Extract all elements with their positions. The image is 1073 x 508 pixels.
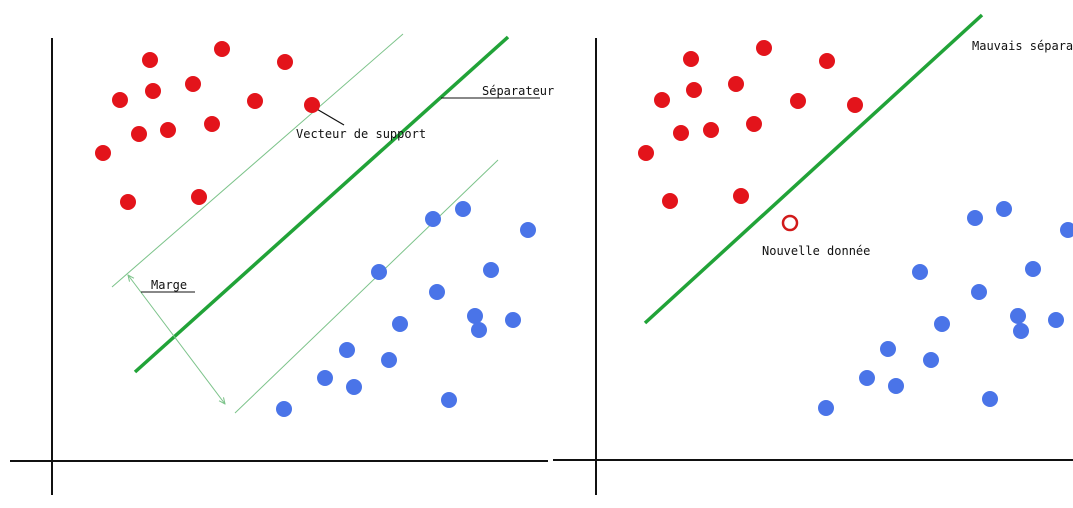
margin-label: Marge bbox=[151, 278, 187, 292]
blue-point bbox=[971, 284, 987, 300]
red-point bbox=[95, 145, 111, 161]
left-panel: Séparateur Vecteur de support Marge bbox=[10, 33, 554, 495]
red-point bbox=[277, 54, 293, 70]
blue-point bbox=[888, 378, 904, 394]
red-point bbox=[214, 41, 230, 57]
blue-point bbox=[934, 316, 950, 332]
red-point bbox=[654, 92, 670, 108]
red-point bbox=[703, 122, 719, 138]
bad-separator-label: Mauvais séparateur bbox=[972, 39, 1073, 53]
red-point bbox=[131, 126, 147, 142]
red-point bbox=[756, 40, 772, 56]
blue-point bbox=[455, 201, 471, 217]
blue-point bbox=[429, 284, 445, 300]
blue-point bbox=[1013, 323, 1029, 339]
support-vector-label: Vecteur de support bbox=[296, 127, 426, 141]
upper-margin-line bbox=[111, 33, 404, 288]
bad-separator-line bbox=[643, 13, 984, 325]
blue-point bbox=[1025, 261, 1041, 277]
blue-point bbox=[425, 211, 441, 227]
blue-point bbox=[505, 312, 521, 328]
blue-point bbox=[471, 322, 487, 338]
separator-label: Séparateur bbox=[482, 84, 554, 98]
red-point-support-vector bbox=[304, 97, 320, 113]
right-panel: Mauvais séparateur Nouvelle donnée bbox=[553, 13, 1073, 495]
blue-point bbox=[1060, 222, 1073, 238]
red-point bbox=[142, 52, 158, 68]
red-point bbox=[160, 122, 176, 138]
red-point bbox=[191, 189, 207, 205]
red-point bbox=[746, 116, 762, 132]
red-point bbox=[662, 193, 678, 209]
blue-point bbox=[967, 210, 983, 226]
red-point bbox=[686, 82, 702, 98]
red-point bbox=[847, 97, 863, 113]
red-point bbox=[683, 51, 699, 67]
red-point bbox=[204, 116, 220, 132]
red-point bbox=[819, 53, 835, 69]
blue-point bbox=[996, 201, 1012, 217]
blue-point bbox=[912, 264, 928, 280]
blue-point bbox=[381, 352, 397, 368]
red-point bbox=[728, 76, 744, 92]
blue-point bbox=[317, 370, 333, 386]
blue-point bbox=[483, 262, 499, 278]
red-point bbox=[733, 188, 749, 204]
blue-point bbox=[982, 391, 998, 407]
blue-point bbox=[1010, 308, 1026, 324]
red-point bbox=[790, 93, 806, 109]
red-point bbox=[638, 145, 654, 161]
red-point bbox=[185, 76, 201, 92]
blue-point bbox=[339, 342, 355, 358]
new-data-point bbox=[781, 214, 799, 232]
blue-point bbox=[859, 370, 875, 386]
blue-point bbox=[880, 341, 896, 357]
margin-arrow bbox=[128, 275, 225, 404]
blue-point bbox=[923, 352, 939, 368]
blue-point bbox=[441, 392, 457, 408]
red-point bbox=[145, 83, 161, 99]
lower-margin-line bbox=[234, 159, 499, 414]
blue-point bbox=[371, 264, 387, 280]
red-point bbox=[120, 194, 136, 210]
blue-point bbox=[818, 400, 834, 416]
blue-point bbox=[346, 379, 362, 395]
red-point bbox=[112, 92, 128, 108]
new-data-label: Nouvelle donnée bbox=[762, 244, 870, 258]
blue-point bbox=[392, 316, 408, 332]
red-point bbox=[673, 125, 689, 141]
blue-point bbox=[467, 308, 483, 324]
blue-point bbox=[520, 222, 536, 238]
blue-point bbox=[276, 401, 292, 417]
support-vector-leader bbox=[314, 107, 345, 126]
blue-point bbox=[1048, 312, 1064, 328]
red-point bbox=[247, 93, 263, 109]
